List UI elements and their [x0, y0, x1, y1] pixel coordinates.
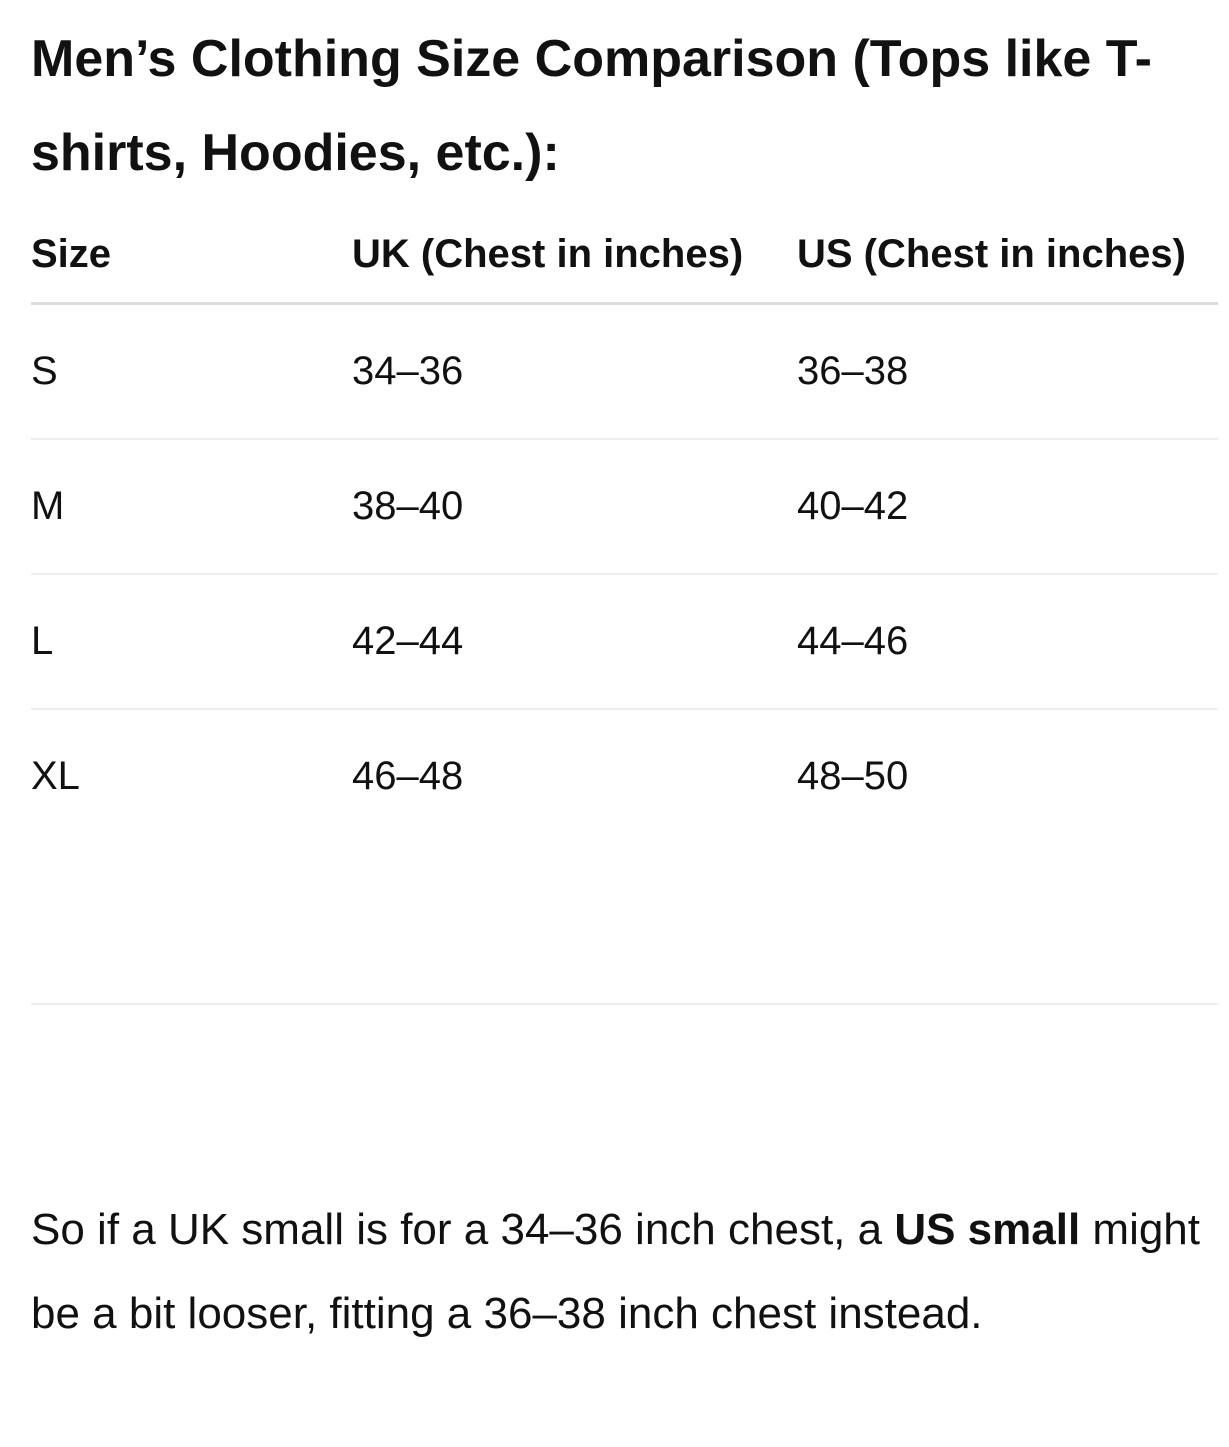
- size-table: Size UK (Chest in inches) US (Chest in i…: [31, 230, 1218, 1005]
- table-row: S 34–36 36–38: [31, 303, 1218, 440]
- cell: S: [31, 303, 352, 440]
- cell: XL: [31, 754, 80, 798]
- text: might be a bit looser, fitting a 36–38 i…: [31, 1205, 1201, 1338]
- cell: 48–50: [797, 754, 909, 798]
- cell: 44–46: [797, 574, 1218, 710]
- page-title: Men’s Clothing Size Comparison (Tops lik…: [31, 30, 1152, 182]
- cell: 34–36: [352, 303, 797, 440]
- cell: 40–42: [797, 439, 1218, 575]
- cell: 46–48: [352, 754, 464, 798]
- header-us: US (Chest in inches): [797, 230, 1218, 305]
- header-uk: UK (Chest in inches): [352, 230, 797, 305]
- table-row-empty: [31, 843, 1218, 1005]
- cell: M: [31, 439, 352, 575]
- header-size: Size: [31, 230, 352, 305]
- bold-text: US small: [894, 1205, 1081, 1254]
- cell: L: [31, 574, 352, 710]
- table-row: XL 46–48 48–50: [31, 709, 1218, 843]
- table-row: M 38–40 40–42: [31, 439, 1218, 575]
- cell: 38–40: [352, 439, 797, 575]
- explanation-paragraph: So if a UK small is for a 34–36 inch che…: [31, 1188, 1201, 1356]
- text: So if a UK small is for a 34–36 inch che…: [31, 1205, 895, 1254]
- table-header: Size UK (Chest in inches) US (Chest in i…: [31, 230, 1218, 305]
- cell: 42–44: [352, 574, 797, 710]
- table-row: L 42–44 44–46: [31, 574, 1218, 710]
- cell: 36–38: [797, 303, 1218, 440]
